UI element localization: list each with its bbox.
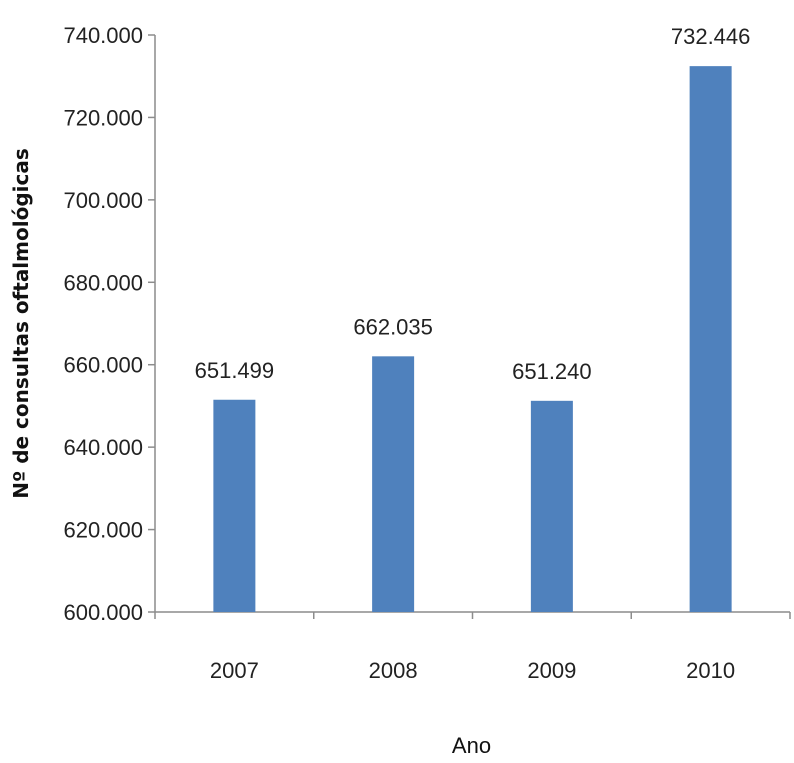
data-label-2007: 651.499 bbox=[195, 358, 275, 383]
bars bbox=[213, 66, 732, 612]
x-tick-label-2008: 2008 bbox=[369, 658, 418, 683]
y-tick-label: 660.000 bbox=[63, 353, 143, 378]
x-tick-label-2010: 2010 bbox=[686, 658, 735, 683]
bar-2007 bbox=[213, 399, 256, 612]
x-tick-label-2009: 2009 bbox=[527, 658, 576, 683]
bar-2008 bbox=[372, 356, 415, 612]
y-tick-label: 680.000 bbox=[63, 270, 143, 295]
y-axis: 600.000 620.000 640.000 660.000 680.000 700.0… bbox=[63, 23, 156, 625]
y-tick-label: 700.000 bbox=[63, 188, 143, 213]
y-axis-title: Nº de consultas oftalmológicas bbox=[9, 148, 33, 499]
data-label-2009: 651.240 bbox=[512, 359, 592, 384]
y-tick-label: 740.000 bbox=[63, 23, 143, 48]
x-axis: 2007 2008 2009 2010 bbox=[154, 611, 791, 683]
data-label-2008: 662.035 bbox=[353, 314, 433, 339]
y-tick-label: 720.000 bbox=[63, 105, 143, 130]
data-labels: 651.499 662.035 651.240 732.446 bbox=[195, 24, 751, 384]
y-ticks: 600.000 620.000 640.000 660.000 680.000 700.0… bbox=[63, 23, 155, 625]
bar-2009 bbox=[530, 400, 573, 612]
bar-2010 bbox=[689, 66, 732, 612]
y-tick-label: 620.000 bbox=[63, 518, 143, 543]
x-tick-label-2007: 2007 bbox=[210, 658, 259, 683]
x-axis-title: Ano bbox=[452, 733, 491, 758]
x-ticks: 2007 2008 2009 2010 bbox=[154, 612, 791, 683]
y-tick-label: 600.000 bbox=[63, 600, 143, 625]
data-label-2010: 732.446 bbox=[671, 24, 751, 49]
y-tick-label: 640.000 bbox=[63, 435, 143, 460]
